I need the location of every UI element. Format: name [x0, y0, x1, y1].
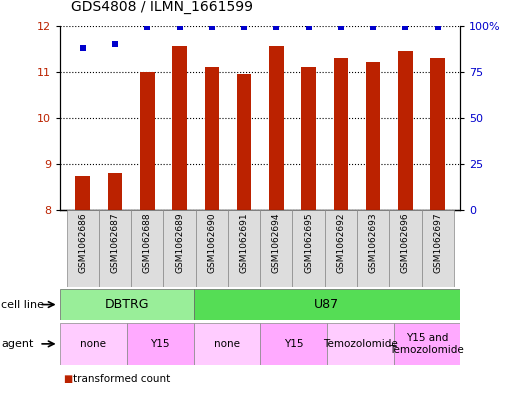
Bar — [194, 290, 460, 320]
Bar — [327, 323, 393, 365]
Bar — [393, 323, 460, 365]
Text: none: none — [81, 339, 107, 349]
Text: transformed count: transformed count — [73, 374, 170, 384]
Bar — [66, 210, 99, 287]
Text: GSM1062687: GSM1062687 — [110, 213, 119, 273]
Bar — [260, 323, 327, 365]
Bar — [194, 323, 260, 365]
Text: Temozolomide: Temozolomide — [323, 339, 397, 349]
Text: U87: U87 — [314, 298, 339, 311]
Bar — [389, 210, 422, 287]
Bar — [228, 210, 260, 287]
Bar — [75, 176, 90, 210]
Text: GSM1062693: GSM1062693 — [369, 213, 378, 273]
Text: GSM1062694: GSM1062694 — [272, 213, 281, 273]
Bar — [60, 290, 194, 320]
Bar — [398, 51, 413, 210]
Text: ■: ■ — [63, 374, 72, 384]
Text: DBTRG: DBTRG — [105, 298, 149, 311]
Bar — [269, 46, 283, 210]
Point — [369, 24, 377, 31]
Text: GSM1062689: GSM1062689 — [175, 213, 184, 273]
Point — [272, 24, 280, 31]
Bar — [140, 72, 154, 210]
Bar — [127, 323, 194, 365]
Bar — [422, 210, 454, 287]
Text: Y15: Y15 — [151, 339, 170, 349]
Bar — [366, 62, 380, 210]
Text: none: none — [214, 339, 240, 349]
Text: GSM1062686: GSM1062686 — [78, 213, 87, 273]
Point — [78, 44, 87, 51]
Text: GSM1062690: GSM1062690 — [207, 213, 217, 273]
Point — [240, 24, 248, 31]
Bar — [60, 323, 127, 365]
Bar — [108, 173, 122, 210]
Point — [111, 41, 119, 47]
Bar — [172, 46, 187, 210]
Text: cell line: cell line — [1, 299, 44, 310]
Point — [208, 24, 216, 31]
Bar — [301, 67, 316, 210]
Point — [175, 24, 184, 31]
Bar — [292, 210, 325, 287]
Text: GDS4808 / ILMN_1661599: GDS4808 / ILMN_1661599 — [71, 0, 253, 14]
Bar — [237, 74, 252, 210]
Bar — [131, 210, 163, 287]
Text: Y15 and
Temozolomide: Y15 and Temozolomide — [390, 333, 464, 354]
Point — [304, 24, 313, 31]
Bar — [325, 210, 357, 287]
Bar — [357, 210, 389, 287]
Text: agent: agent — [1, 339, 33, 349]
Bar — [334, 58, 348, 210]
Point — [434, 24, 442, 31]
Text: GSM1062688: GSM1062688 — [143, 213, 152, 273]
Bar — [99, 210, 131, 287]
Bar — [430, 58, 445, 210]
Point — [143, 24, 152, 31]
Bar — [196, 210, 228, 287]
Text: Y15: Y15 — [284, 339, 303, 349]
Point — [401, 24, 410, 31]
Text: GSM1062695: GSM1062695 — [304, 213, 313, 273]
Text: GSM1062696: GSM1062696 — [401, 213, 410, 273]
Point — [337, 24, 345, 31]
Text: GSM1062697: GSM1062697 — [433, 213, 442, 273]
Bar — [204, 67, 219, 210]
Bar — [260, 210, 292, 287]
Text: GSM1062691: GSM1062691 — [240, 213, 248, 273]
Text: GSM1062692: GSM1062692 — [336, 213, 345, 273]
Bar — [163, 210, 196, 287]
